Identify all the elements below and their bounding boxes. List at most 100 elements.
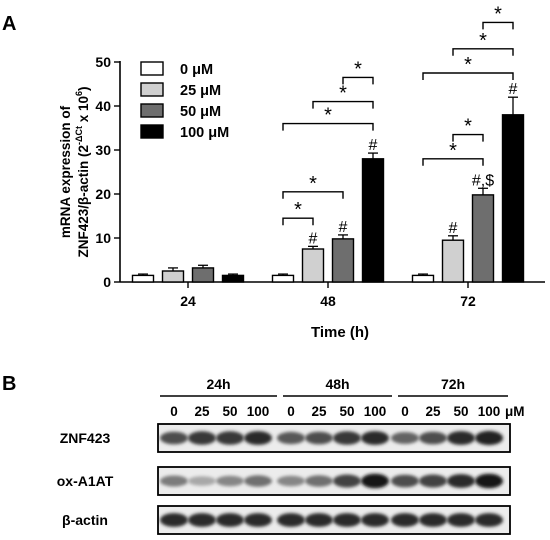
bar <box>441 239 465 283</box>
blot-band <box>447 431 475 445</box>
x-axis-label: Time (h) <box>311 324 369 341</box>
bar <box>331 238 355 283</box>
blot-band <box>419 513 447 527</box>
blot-band <box>333 513 361 527</box>
blot-band <box>216 513 244 527</box>
bar <box>271 274 295 283</box>
significance-bracket <box>282 191 344 199</box>
blot-band <box>475 430 503 446</box>
significance-star: * <box>494 3 502 25</box>
blot-band <box>160 431 188 445</box>
legend-swatch <box>140 124 164 139</box>
significance-bracket <box>282 122 374 131</box>
dose-label: 0 <box>170 404 178 419</box>
significance-bracket <box>452 48 514 56</box>
blot-band <box>277 431 305 445</box>
bar <box>301 248 325 283</box>
legend-label: 100 μM <box>180 125 229 141</box>
blot-band <box>391 474 419 488</box>
blot-band <box>361 431 389 445</box>
blot-row-label: β-actin <box>62 512 108 528</box>
significance-bracket <box>422 158 484 166</box>
bar <box>131 274 155 283</box>
blot-band <box>475 513 503 527</box>
blot-band <box>361 513 389 527</box>
x-tick-label: 72 <box>460 293 476 309</box>
bar-annotation: # <box>509 81 518 98</box>
dose-label: 50 <box>222 404 237 419</box>
legend-swatch <box>140 61 164 76</box>
blot-row-label: ZNF423 <box>60 430 111 446</box>
bar <box>191 267 215 283</box>
significance-bracket <box>422 72 514 80</box>
dose-label: 25 <box>425 404 441 419</box>
dose-label: 0 <box>401 404 409 419</box>
dose-unit: μM <box>505 404 525 419</box>
significance-bracket <box>282 217 314 226</box>
bar <box>501 114 525 283</box>
bar-annotation: #,$ <box>472 172 494 189</box>
significance-bracket <box>452 133 484 142</box>
dose-label: 100 <box>364 404 387 419</box>
y-axis-label-line2: ZNF423/β-actin (2-ΔCt x 106) <box>74 86 91 257</box>
dose-label: 0 <box>287 404 295 419</box>
y-axis-label-line1: mRNA expression of <box>58 105 73 238</box>
significance-bracket <box>342 76 374 85</box>
y-tick-label: 10 <box>95 230 111 246</box>
blot-row-label: ox-A1AT <box>57 473 114 489</box>
blot-band <box>277 475 305 487</box>
legend-swatch <box>140 103 164 118</box>
blot-band <box>216 431 244 445</box>
panel-a-label: A <box>2 13 16 35</box>
y-tick-label: 0 <box>103 274 111 290</box>
dose-label: 100 <box>478 404 501 419</box>
bar-annotation: # <box>339 219 348 236</box>
bar <box>221 274 245 283</box>
bar <box>411 274 435 283</box>
dose-label: 50 <box>339 404 354 419</box>
time-label: 24h <box>206 376 230 392</box>
bar <box>161 270 185 283</box>
blot-band <box>188 431 216 445</box>
legend-label: 50 μM <box>180 104 221 120</box>
significance-star: * <box>354 58 362 80</box>
blot-band <box>244 431 272 445</box>
legend-swatch <box>140 82 164 97</box>
significance-star: * <box>339 83 347 105</box>
dose-label: 25 <box>311 404 327 419</box>
significance-bracket <box>482 21 514 30</box>
blot-band <box>160 475 188 487</box>
significance-star: * <box>479 30 487 52</box>
dose-label: 50 <box>453 404 468 419</box>
blot-band <box>160 513 188 527</box>
blot-band <box>361 473 389 489</box>
blot-band <box>333 431 361 445</box>
blot-band <box>391 513 419 527</box>
y-axis-label: mRNA expression of ZNF423/β-actin (2-ΔCt … <box>58 86 91 257</box>
time-label: 48h <box>325 376 349 392</box>
blot-band <box>244 475 272 487</box>
dose-label: 25 <box>194 404 210 419</box>
bar-chart: 0 10 20 30 40 50 24 48 72 Time (h) mRNA expression… <box>58 3 545 341</box>
blot-band <box>419 431 447 445</box>
blot-band <box>305 431 333 445</box>
blot-band <box>216 475 244 487</box>
y-tick-label: 20 <box>95 186 111 202</box>
y-tick-label: 50 <box>95 54 111 70</box>
blot-band <box>447 474 475 488</box>
significance-star: * <box>294 199 302 221</box>
y-tick-label: 30 <box>95 142 111 158</box>
blot-band <box>475 473 503 489</box>
legend-label: 25 μM <box>180 83 221 99</box>
bar-annotation: # <box>369 137 378 154</box>
blot-band <box>333 474 361 488</box>
blot-band <box>391 432 419 444</box>
legend-label: 0 μM <box>180 62 213 78</box>
bar-annotation: # <box>309 230 318 247</box>
blot-band <box>419 474 447 488</box>
panel-b-label: B <box>2 373 16 395</box>
bar-annotation: # <box>449 220 458 237</box>
dose-label: 100 <box>247 404 270 419</box>
blot-band <box>244 513 272 527</box>
blot-band <box>277 513 305 527</box>
